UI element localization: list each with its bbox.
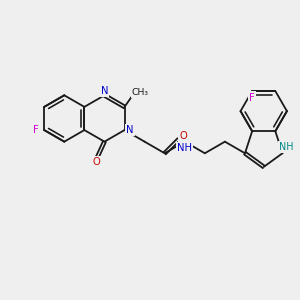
Text: N: N bbox=[126, 125, 134, 135]
Text: O: O bbox=[92, 157, 100, 167]
Text: F: F bbox=[33, 125, 39, 135]
Text: N: N bbox=[101, 86, 108, 96]
Text: CH₃: CH₃ bbox=[132, 88, 149, 97]
Text: NH: NH bbox=[279, 142, 293, 152]
Text: O: O bbox=[179, 131, 187, 141]
Text: NH: NH bbox=[177, 143, 192, 153]
Text: F: F bbox=[249, 93, 255, 103]
